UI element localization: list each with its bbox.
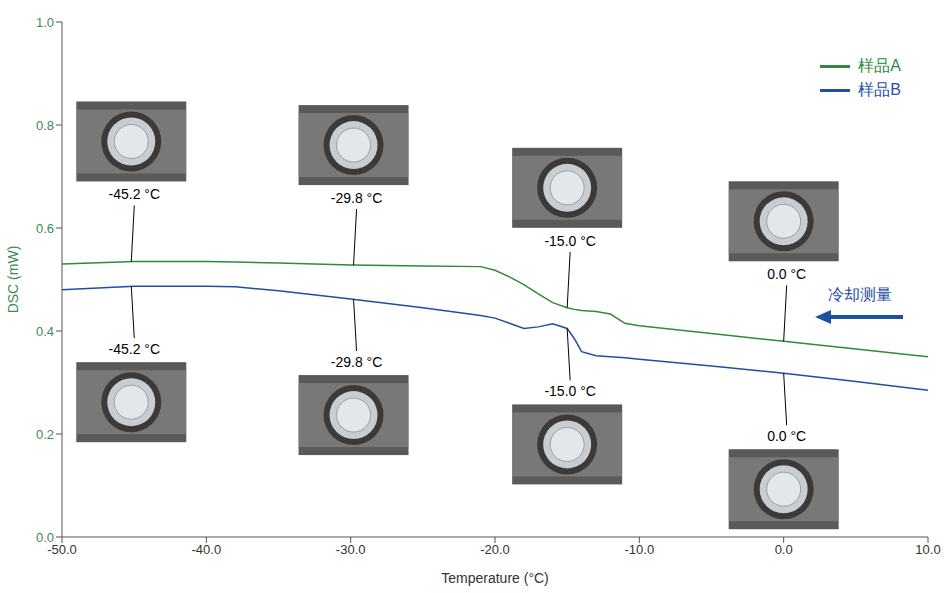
svg-text:DSC (mW): DSC (mW) xyxy=(5,246,21,314)
svg-text:-29.8 °C: -29.8 °C xyxy=(331,354,383,370)
svg-text:-50.0: -50.0 xyxy=(47,542,77,558)
svg-text:-45.2 °C: -45.2 °C xyxy=(109,186,161,202)
svg-text:0.6: 0.6 xyxy=(36,221,54,236)
svg-text:Temperature (°C): Temperature (°C) xyxy=(441,570,549,586)
svg-text:0.8: 0.8 xyxy=(36,118,54,133)
svg-text:0.2: 0.2 xyxy=(36,427,54,442)
svg-text:-40.0: -40.0 xyxy=(192,542,222,557)
svg-text:0.0: 0.0 xyxy=(775,542,793,557)
svg-text:10.0: 10.0 xyxy=(915,542,940,557)
svg-text:-15.0 °C: -15.0 °C xyxy=(544,383,596,399)
svg-text:-29.8 °C: -29.8 °C xyxy=(331,190,383,206)
svg-text:-20.0: -20.0 xyxy=(480,542,510,557)
svg-text:0.0: 0.0 xyxy=(36,530,54,545)
svg-text:0.0 °C: 0.0 °C xyxy=(767,428,806,444)
svg-text:-15.0 °C: -15.0 °C xyxy=(544,233,596,249)
html-text:样品B: 样品B xyxy=(858,80,901,98)
svg-text:0.4: 0.4 xyxy=(36,324,54,339)
html-text:冷却测量: 冷却测量 xyxy=(828,286,892,303)
svg-text:-45.2 °C: -45.2 °C xyxy=(109,341,161,357)
svg-text:1.0: 1.0 xyxy=(36,15,54,30)
svg-text:-30.0: -30.0 xyxy=(336,542,366,557)
svg-text:0.0 °C: 0.0 °C xyxy=(767,266,806,282)
svg-text:-10.0: -10.0 xyxy=(625,542,655,557)
html-text:样品A: 样品A xyxy=(858,56,901,74)
